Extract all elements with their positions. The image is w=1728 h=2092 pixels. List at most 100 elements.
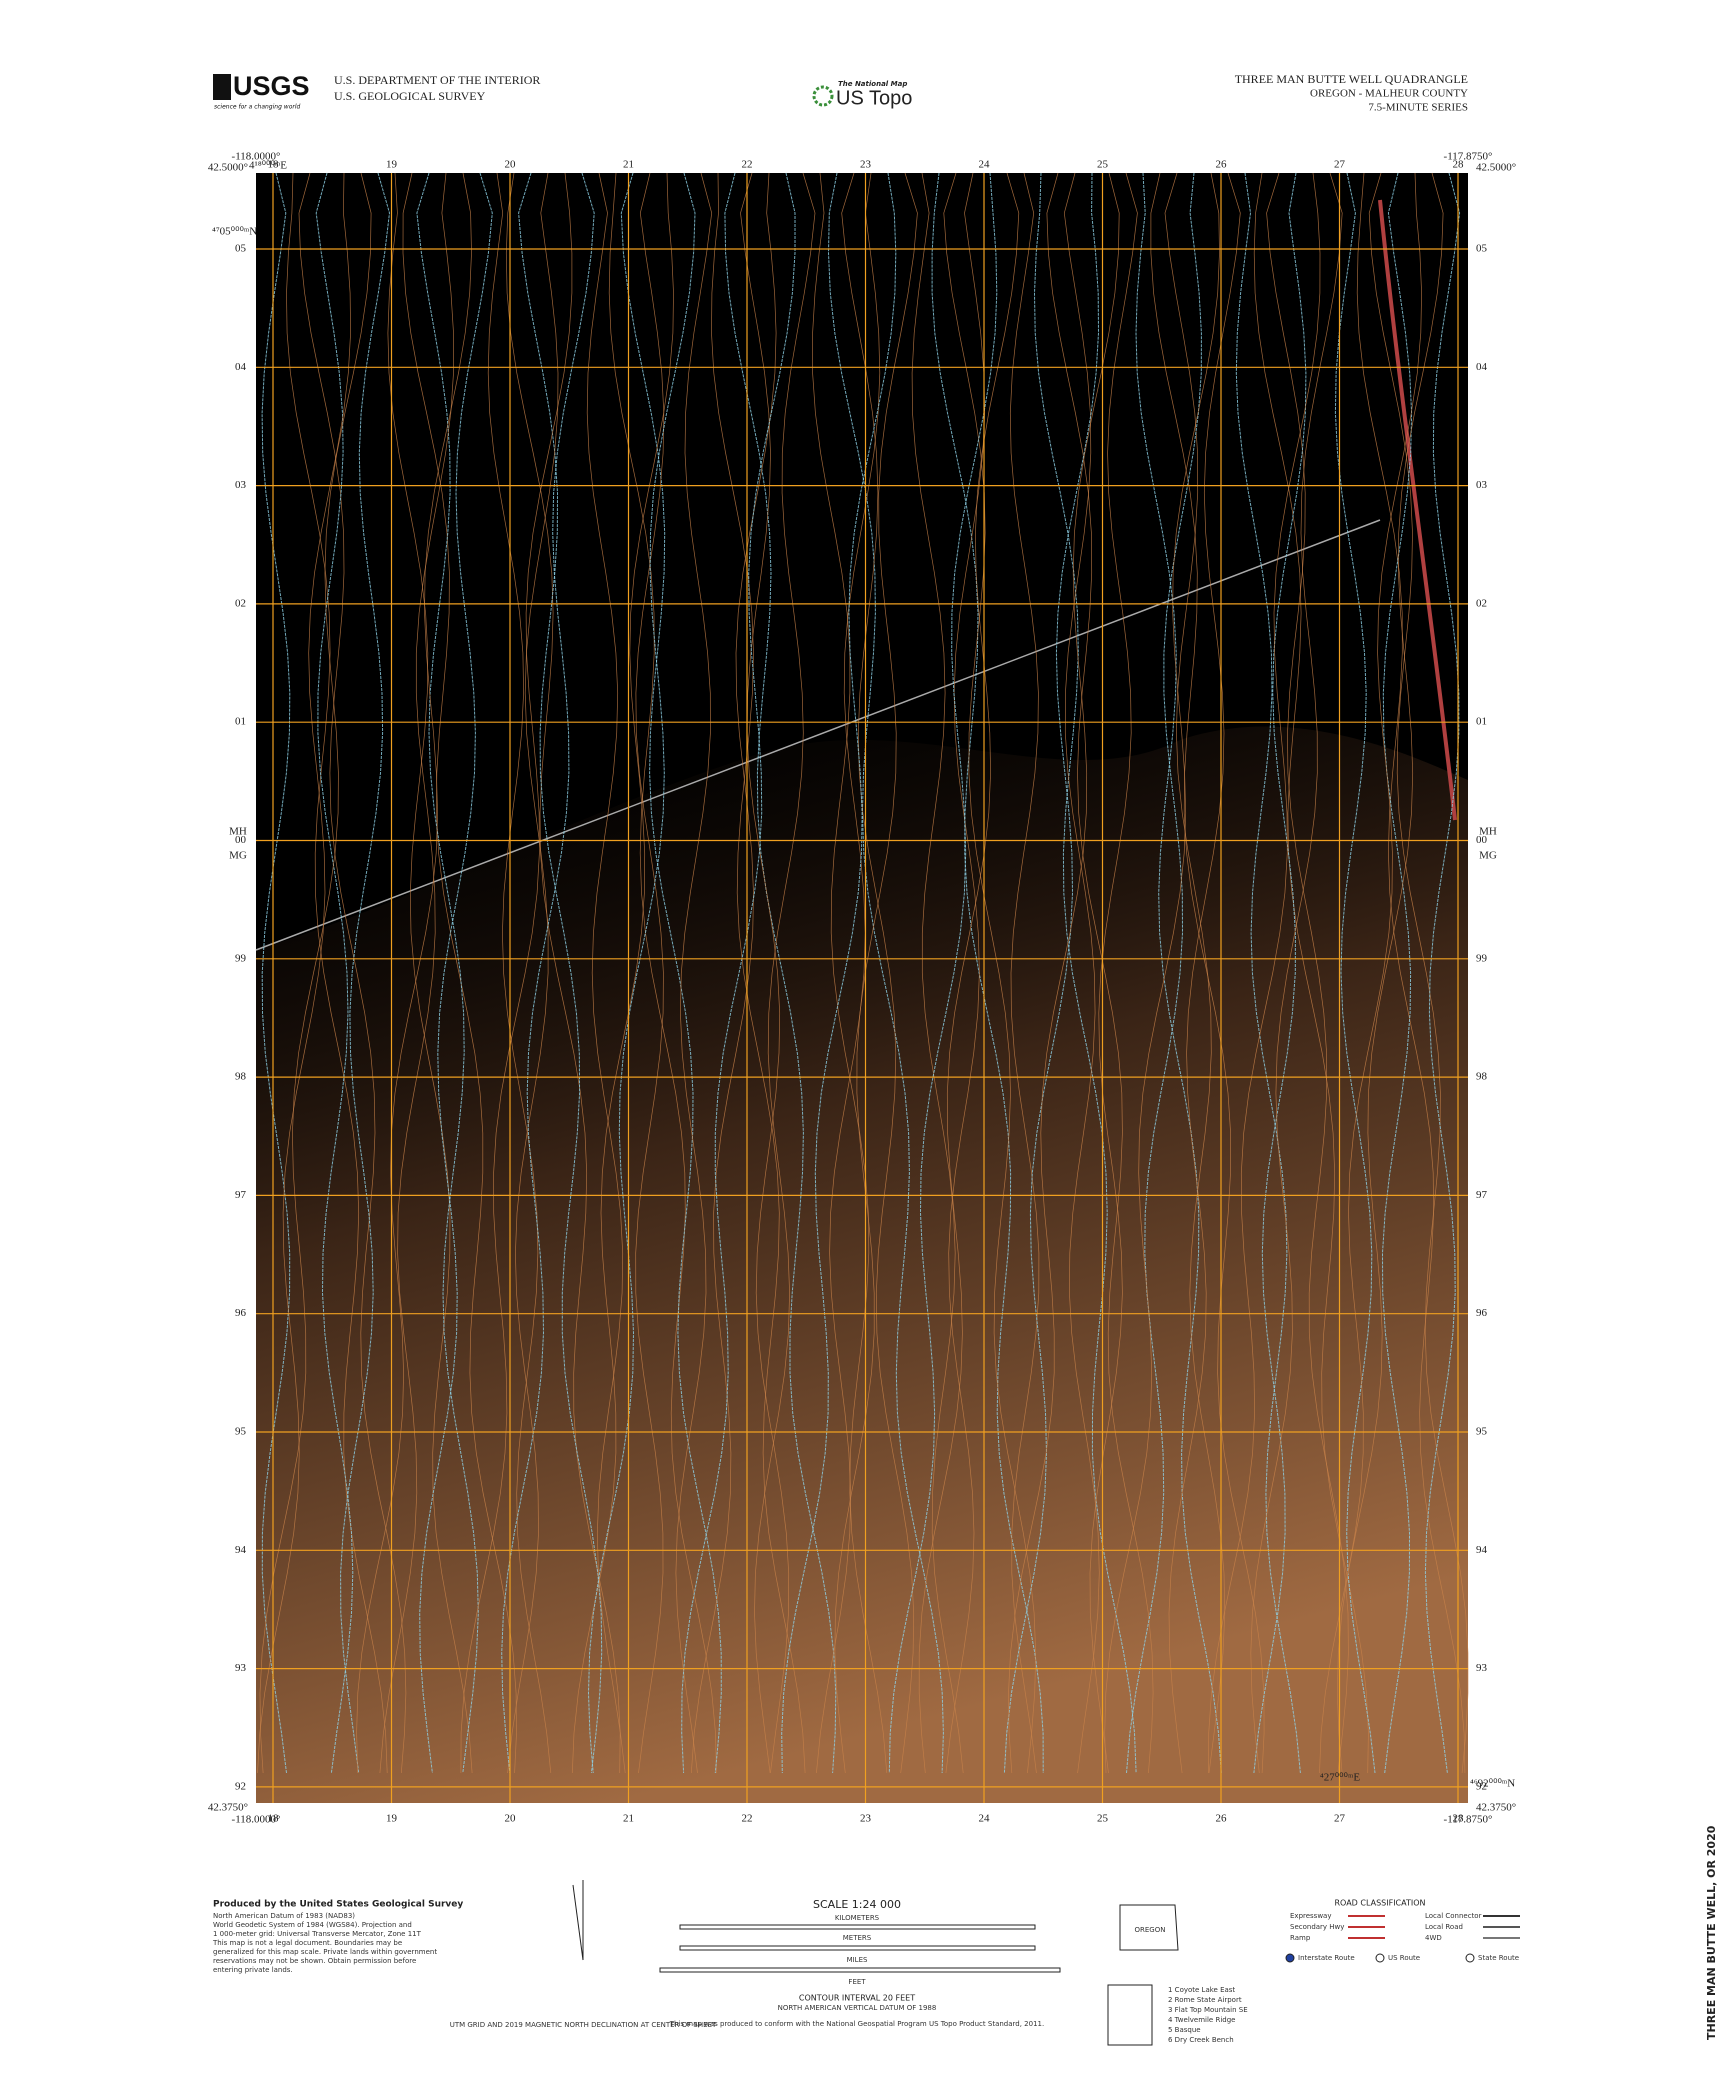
contour [356,172,472,1774]
stream [1003,172,1100,1774]
corner-coord: -118.0000° [232,1814,281,1826]
scale-unit: KILOMETERS [835,1914,880,1922]
easting-label: 23 [860,1813,872,1825]
decl-label: MH [229,826,247,838]
stream [724,172,837,1774]
northing-label: 05 [235,243,247,255]
decl-label: MG [229,850,247,862]
route-type: US Route [1388,1954,1420,1962]
northing-label: 99 [1476,952,1488,964]
note: World Geodetic System of 1984 (WGS84). P… [213,1921,412,1929]
usgs-logo-mark [213,74,231,100]
contour [711,172,806,1774]
route-shield [1375,1953,1385,1963]
northing-label: 02 [235,597,246,609]
stream [1424,172,1461,1774]
stream [1334,172,1376,1774]
stream [261,172,291,1774]
contour [1368,172,1469,1774]
easting-label: 22 [742,1813,753,1825]
northing-label: 94 [1476,1544,1488,1556]
easting-label: 27 [1334,1813,1346,1825]
state-name: OREGON [1135,1926,1166,1934]
northing-label: 98 [235,1071,247,1083]
northing-label: 05 [1476,243,1488,255]
highway [1378,199,1457,821]
contour [1266,172,1349,1774]
standard: This map was produced to conform with th… [669,2020,1044,2028]
note: entering private lands. [213,1966,293,1974]
northing-label: 04 [1476,361,1488,373]
northing-label: 95 [235,1426,247,1438]
contour [675,172,713,1774]
stream [888,172,998,1774]
road-type: Expressway [1290,1912,1332,1920]
contour [387,172,473,1774]
contour [1319,172,1422,1774]
northing-label: 00 [1476,834,1488,846]
producer: Produced by the United States Geological… [213,1900,463,1910]
easting-label: 24 [979,159,991,171]
stream [587,172,696,1774]
northing-label: 96 [1476,1307,1488,1319]
easting-label: 19 [386,159,398,171]
northing-label: 96 [235,1307,247,1319]
contour [379,172,454,1774]
adjoining-quad: 3 Flat Top Mountain SE [1168,2006,1248,2014]
department: U.S. DEPARTMENT OF THE INTERIOR [334,73,540,87]
northing-label: 99 [235,952,247,964]
note: generalized for this map scale. Private … [213,1948,437,1956]
road [255,519,1381,951]
stream [1126,172,1202,1774]
easting-label: 20 [505,159,517,171]
easting-label: 26 [1216,1813,1228,1825]
corner-coord: 42.3750° [1476,1802,1516,1814]
contour [1008,172,1120,1774]
road-type: Ramp [1290,1934,1311,1942]
contours [257,172,1469,1774]
stream [416,172,479,1774]
contour [259,172,372,1774]
easting-label: 24 [979,1813,991,1825]
easting-last: ⁴27⁰⁰⁰ᵐE [1320,1772,1360,1784]
northing-label: 95 [1476,1426,1488,1438]
northing-label: 02 [1476,597,1487,609]
stream [1135,172,1222,1774]
contour [487,172,552,1774]
northing-label: 93 [1476,1662,1488,1674]
scale-bar [679,1924,1036,1930]
state-county: OREGON - MALHEUR COUNTY [1310,88,1468,100]
northing-label: 03 [1476,479,1488,491]
scale-unit: METERS [843,1934,872,1942]
stream [315,172,354,1774]
road-legend: Expressway Secondary Hwy Ramp Local Connect… [1285,1912,1520,1963]
easting-label: 21 [623,1813,634,1825]
ustopo-icon [812,85,834,107]
quad-title: THREE MAN BUTTE WELL QUADRANGLE [1235,72,1468,86]
scale-unit: FEET [848,1978,866,1986]
contour [1009,172,1040,1774]
contour [754,172,816,1774]
stream [827,172,944,1774]
north-arrow [572,1884,584,1961]
easting-label: 27 [1334,159,1346,171]
ustopo-small: The National Map [838,80,907,88]
easting-label: 26 [1216,159,1228,171]
contour [1104,172,1220,1774]
datum: NORTH AMERICAN VERTICAL DATUM OF 1988 [778,2004,937,2012]
contour [571,172,674,1774]
stream [1033,172,1137,1774]
contour [460,172,573,1774]
contour [608,172,717,1774]
northing-label: 01 [1476,716,1487,728]
corner-coord: -118.0000° [232,151,281,163]
northing-last: ⁴⁶92⁰⁰⁰ᵐN [1470,1778,1515,1790]
note: This map is not a legal document. Bounda… [212,1939,402,1947]
easting-label: 23 [860,159,872,171]
northing-label: 92 [235,1780,246,1792]
corner-coord: -117.8750° [1444,151,1493,163]
northing-label: 97 [1476,1189,1488,1201]
contour [507,172,559,1774]
stream [501,172,595,1774]
